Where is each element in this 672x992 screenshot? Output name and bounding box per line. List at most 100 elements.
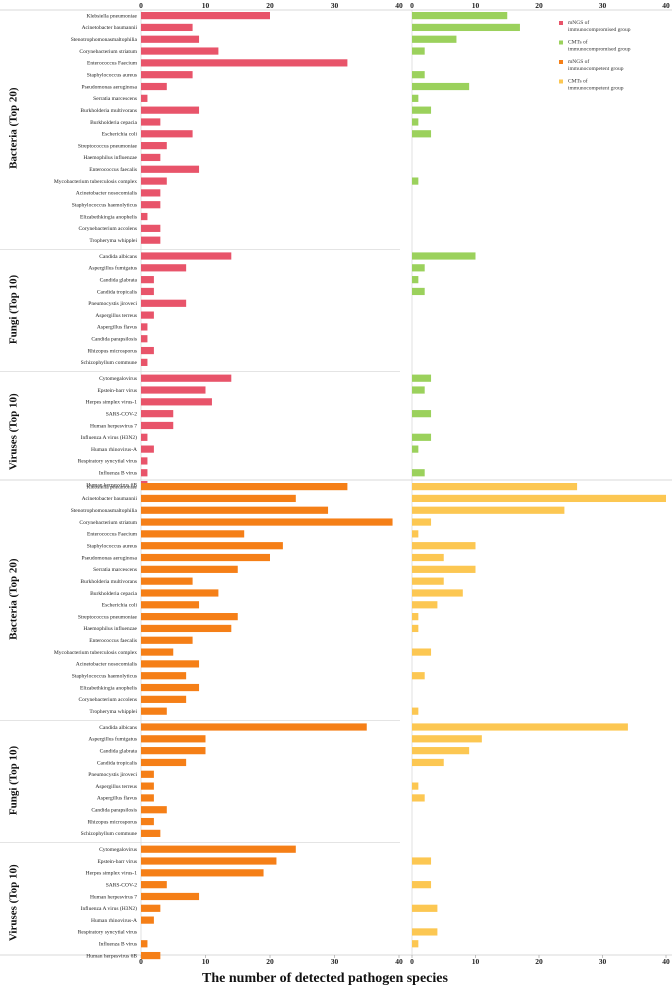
bar — [412, 648, 432, 656]
category-label: Candida albicans — [99, 725, 137, 731]
bar — [412, 483, 578, 491]
bar — [141, 445, 154, 453]
bar — [412, 601, 438, 609]
category-label: Rhizopus microsporus — [88, 819, 137, 825]
category-label: Aspergillus flavus — [97, 324, 137, 331]
category-label: Candida albicans — [99, 254, 137, 260]
x-tick-label-bottom: 30 — [599, 957, 607, 966]
category-label: Cytomegalovirus — [99, 847, 137, 853]
bar — [141, 12, 270, 20]
bar — [141, 829, 161, 837]
category-label: Corynebacterium accolens — [79, 226, 138, 232]
bar — [412, 71, 425, 79]
bar — [141, 130, 193, 138]
x-tick-label-top: 40 — [395, 1, 403, 10]
x-tick-label-bottom: 20 — [266, 957, 274, 966]
bar — [412, 506, 565, 514]
bar — [141, 94, 148, 102]
category-label: Influenza B virus — [99, 941, 137, 948]
bar — [141, 636, 193, 644]
bar — [141, 660, 200, 668]
x-tick-label-bottom: 10 — [202, 957, 210, 966]
bar — [412, 857, 432, 865]
category-label: Respiratory syncytial virus — [78, 459, 137, 465]
bar — [141, 35, 200, 43]
bar — [141, 794, 154, 802]
bar — [412, 35, 457, 43]
group-label: Viruses (Top 10) — [8, 393, 20, 470]
bar — [412, 518, 432, 526]
bar — [141, 806, 167, 814]
category-label: Stenotrophomonasmaltophilia — [71, 37, 138, 43]
category-label: Aspergillus terreus — [95, 784, 137, 790]
bar — [141, 892, 200, 901]
bar — [412, 530, 419, 538]
bar — [141, 904, 161, 912]
bar — [141, 421, 174, 430]
category-label: Staphylococcus haemolyticus — [72, 674, 137, 680]
category-label: Corynebacterium striatum — [79, 49, 137, 55]
category-label: Candida parapsilosis — [91, 808, 137, 814]
category-label: Aspergillus terreus — [95, 313, 137, 319]
category-label: Epstein-barr virus — [97, 388, 137, 394]
category-label: Human rhinovirus-A — [91, 918, 137, 924]
bar — [141, 165, 200, 173]
bar — [412, 177, 419, 185]
bar — [412, 445, 419, 453]
bar — [412, 386, 425, 394]
category-label: Epstein-barr virus — [97, 859, 137, 865]
category-label: Human herpesvirus 6B — [86, 953, 137, 959]
bar — [412, 613, 419, 621]
category-label: Pneumocystis jiroveci — [88, 301, 137, 307]
x-tick-label-bottom: 40 — [662, 957, 670, 966]
legend-label-line2: immunocompetent group — [568, 86, 624, 92]
category-label: Haemophilus influenzae — [83, 625, 137, 632]
bar — [412, 264, 425, 272]
category-label: Human rhinovirus-A — [91, 447, 137, 453]
bar — [141, 374, 232, 382]
category-label: Candida glabrata — [100, 277, 138, 283]
group-label: Fungi (Top 10) — [8, 746, 20, 816]
bar — [141, 530, 245, 538]
bar — [412, 106, 432, 114]
legend-swatch — [559, 79, 563, 84]
category-label: Cytomegalovirus — [99, 376, 137, 382]
category-label: Tropheryma whipplei — [89, 709, 137, 715]
category-label: Klebsiella pneumoniae — [86, 13, 137, 19]
category-label: Acinetobacter baumannii — [82, 496, 138, 502]
category-label: Klebsiella pneumoniae — [86, 484, 137, 490]
bar — [141, 299, 187, 307]
bar — [412, 589, 463, 597]
category-label: Influenza A virus (H3N2) — [81, 905, 138, 912]
bar — [412, 130, 432, 138]
bar — [141, 601, 200, 609]
category-label: Staphylococcus aureus — [87, 73, 137, 79]
bar — [412, 565, 476, 573]
bar — [412, 904, 438, 912]
category-label: Herpes simplex virus-1 — [86, 871, 138, 877]
bar — [141, 358, 148, 366]
category-label: Candida glabrata — [100, 748, 138, 754]
category-label: Candida tropicalis — [97, 760, 137, 766]
bar — [141, 71, 193, 79]
bar — [141, 695, 187, 703]
category-label: Mycobacterium tuberculosis complex — [54, 179, 137, 185]
bar — [412, 469, 425, 477]
bar — [141, 335, 148, 343]
category-label: Aspergillus fumigatus — [88, 736, 137, 743]
category-label: Burkholderia multivorans — [80, 579, 137, 585]
x-tick-label-bottom: 20 — [535, 957, 543, 966]
bar — [412, 542, 476, 550]
bar — [141, 857, 277, 865]
bar — [141, 323, 148, 331]
category-label: Candida parapsilosis — [91, 337, 137, 343]
category-label: Acinetobacter nosocomialis — [76, 191, 137, 197]
legend-swatch — [559, 40, 563, 45]
x-tick-label-top: 10 — [202, 1, 210, 10]
bar — [141, 47, 219, 55]
bar — [412, 118, 419, 126]
legend-label: mNGS of — [568, 58, 589, 65]
category-label: Corynebacterium accolens — [79, 697, 138, 703]
